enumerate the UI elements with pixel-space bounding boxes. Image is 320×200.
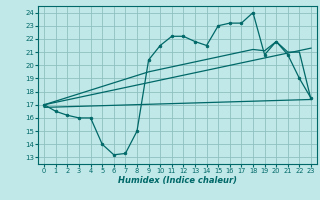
X-axis label: Humidex (Indice chaleur): Humidex (Indice chaleur): [118, 176, 237, 185]
